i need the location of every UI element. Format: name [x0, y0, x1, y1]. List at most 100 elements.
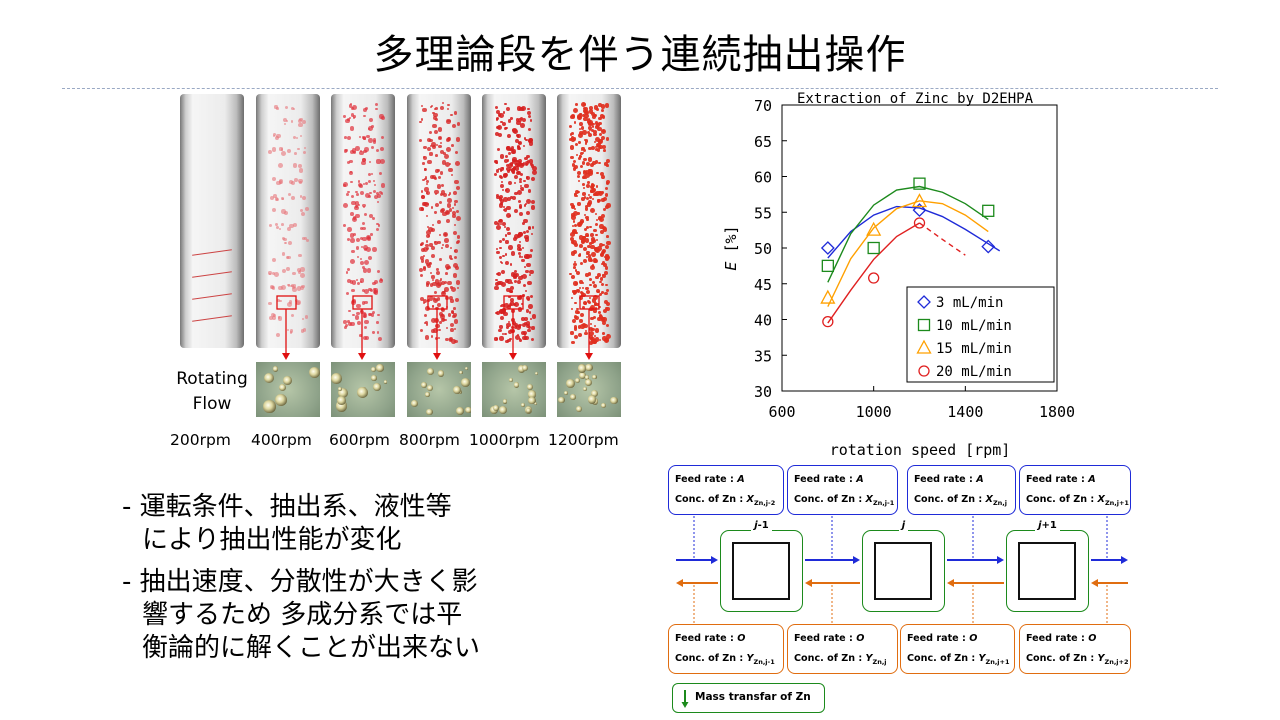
fit-line-triangle: [827, 200, 989, 307]
bullet-2-line1: - 抽出速度、分散性が大きく影: [122, 567, 478, 597]
data-point-square: [867, 241, 880, 255]
data-point-triangle: [820, 289, 836, 304]
y-tick-label: 70: [754, 97, 772, 115]
speed-label-800: 800rpm: [399, 431, 460, 449]
concentration-text: Conc. of Zn : YZn,j+1: [907, 653, 1010, 666]
speed-label-1000: 1000rpm: [469, 431, 540, 449]
mass-transfer-legend: Mass transfar of Zn: [672, 683, 825, 713]
concentration-text: Conc. of Zn : XZn,j-1: [794, 494, 895, 507]
y-tick-label: 60: [754, 169, 772, 187]
stage-label: j+1: [1006, 520, 1089, 531]
fit-line-square: [827, 185, 989, 283]
legend-label: 20 mL/min: [936, 364, 1012, 380]
stage-label: j-1: [720, 520, 803, 531]
organic-feed-box-3: Feed rate : O Conc. of Zn : YZn,j+1: [900, 624, 1015, 674]
concentration-text: Conc. of Zn : XZn,j: [914, 494, 1007, 507]
slide-title: 多理論段を伴う連続抽出操作: [373, 32, 907, 78]
flow-micrograph-600rpm: [331, 362, 395, 417]
title-divider: [62, 88, 1218, 89]
feed-rate-text: Feed rate : O: [907, 633, 978, 644]
y-tick-label: 30: [754, 383, 772, 401]
aqueous-feed-box-1: Feed rate : A Conc. of Zn : XZn,j-2: [668, 465, 784, 515]
data-point-circle: [913, 217, 926, 229]
y-tick-label: 55: [754, 204, 772, 222]
data-point-triangle: [911, 193, 928, 208]
x-axis-label: rotation speed [rpm]: [830, 441, 1011, 459]
legend-marker-diamond: [917, 295, 931, 309]
feed-rate-text: Feed rate : O: [794, 633, 865, 644]
column-photo-1200rpm: [557, 94, 621, 348]
flow-label-line2: Flow: [192, 394, 232, 414]
feed-rate-text: Feed rate : A: [1026, 474, 1096, 485]
feed-rate-text: Feed rate : A: [794, 474, 864, 485]
extraction-chart: Extraction of Zinc by D2EHPA 30 35 40 45 50 5…: [722, 91, 1075, 459]
flow-label-line1: Rotating: [176, 369, 248, 389]
aqueous-feed-box-2: Feed rate : A Conc. of Zn : XZn,j-1: [787, 465, 898, 515]
feed-rate-text: Feed rate : A: [914, 474, 984, 485]
organic-feed-box-2: Feed rate : O Conc. of Zn : YZn,j: [787, 624, 898, 674]
data-point-diamond: [912, 203, 927, 218]
stage-cell: [874, 542, 932, 600]
stage-label: j: [862, 520, 945, 531]
data-point-diamond: [981, 239, 996, 254]
legend-marker-circle: [918, 365, 930, 377]
data-point-diamond: [820, 241, 835, 255]
feed-rate-text: Feed rate : A: [675, 474, 745, 485]
concentration-text: Conc. of Zn : XZn,j+1: [1026, 494, 1129, 507]
bullet-2-line3: 衡論的に解くことが出来ない: [142, 633, 481, 663]
x-tick-label: 1000: [856, 403, 892, 421]
aqueous-feed-box-3: Feed rate : A Conc. of Zn : XZn,j: [907, 465, 1016, 515]
y-tick-label: 45: [754, 276, 772, 294]
y-tick-label: 50: [754, 240, 772, 258]
x-tick-label: 600: [768, 403, 795, 421]
concentration-text: Conc. of Zn : YZn,j-1: [675, 653, 775, 666]
flow-micrograph-1000rpm: [482, 362, 546, 417]
legend-label: 10 mL/min: [936, 318, 1012, 334]
legend-label: 3 mL/min: [936, 295, 1003, 311]
extraction-stage-1: [720, 530, 803, 612]
column-photo-200rpm: [180, 94, 244, 348]
concentration-text: Conc. of Zn : YZn,j: [794, 653, 887, 666]
feed-rate-text: Feed rate : O: [675, 633, 746, 644]
column-photo-600rpm: [331, 94, 395, 348]
concentration-text: Conc. of Zn : XZn,j-2: [675, 494, 776, 507]
chart-title: Extraction of Zinc by D2EHPA: [797, 91, 1034, 107]
bullet-2-line2: 響するため 多成分系では平: [142, 600, 463, 630]
stage-cell: [732, 542, 790, 600]
speed-label-600: 600rpm: [329, 431, 390, 449]
y-axis-label: E [%]: [722, 225, 740, 270]
column-photo-400rpm: [256, 94, 320, 348]
flow-micrograph-1200rpm: [557, 362, 621, 417]
x-tick-label: 1800: [1039, 403, 1075, 421]
extraction-stage-3: [1006, 530, 1089, 612]
organic-feed-box-1: Feed rate : O Conc. of Zn : YZn,j-1: [668, 624, 784, 674]
data-point-triangle: [866, 221, 882, 236]
mass-transfer-arrow-icon: [681, 690, 689, 708]
data-point-circle: [868, 272, 880, 284]
organic-feed-box-4: Feed rate : O Conc. of Zn : YZn,j+2: [1019, 624, 1131, 674]
feed-rate-text: Feed rate : O: [1026, 633, 1097, 644]
x-tick-label: 1400: [947, 403, 983, 421]
mass-transfer-legend-label: Mass transfar of Zn: [695, 691, 811, 703]
speed-label-200: 200rpm: [170, 431, 231, 449]
y-tick-label: 40: [754, 312, 772, 330]
chart-legend: 3 mL/min 10 mL/min 15 mL/min 20 mL/min: [906, 286, 1055, 383]
data-point-circle: [822, 315, 834, 328]
data-point-square: [982, 204, 995, 217]
fit-line-circle: [827, 222, 920, 324]
rotating-flow-label: Rotating Flow: [176, 367, 248, 417]
column-photo-1000rpm: [482, 94, 546, 348]
stage-cell: [1018, 542, 1076, 600]
bullet-1-line1: - 運転条件、抽出系、液性等: [122, 492, 452, 522]
speed-label-400: 400rpm: [251, 431, 312, 449]
legend-label: 15 mL/min: [936, 341, 1012, 357]
data-point-square: [913, 177, 926, 190]
y-tick-label: 35: [754, 347, 772, 365]
y-tick-label: 65: [754, 133, 772, 151]
column-photo-800rpm: [407, 94, 471, 348]
extrapolation-line: [919, 222, 966, 256]
flow-micrograph-400rpm: [256, 362, 320, 417]
legend-marker-triangle: [916, 339, 932, 354]
flow-micrograph-800rpm: [407, 362, 471, 417]
